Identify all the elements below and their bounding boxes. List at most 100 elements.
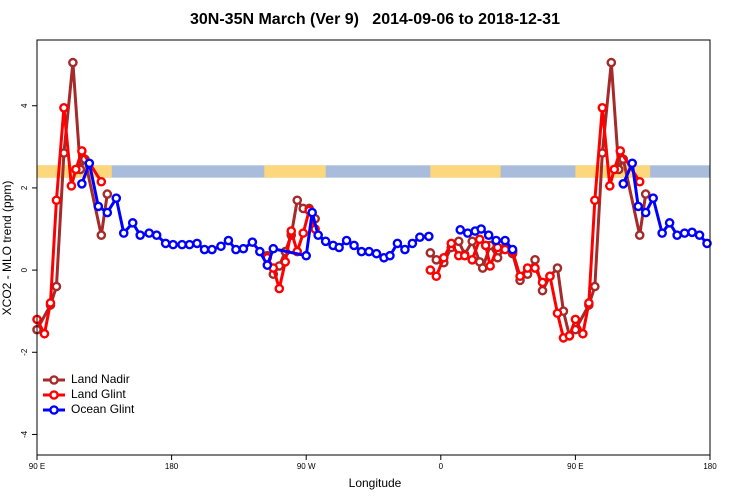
land-strip xyxy=(430,165,501,178)
series-point xyxy=(604,181,615,191)
series-point xyxy=(298,228,309,238)
x-tick-label: 90 E xyxy=(29,462,45,471)
series-point xyxy=(477,263,488,273)
series-point xyxy=(45,298,56,308)
series-point xyxy=(160,238,171,249)
series-point xyxy=(255,246,265,257)
series-point xyxy=(223,235,234,246)
series-point xyxy=(537,285,548,296)
series-point xyxy=(627,158,638,169)
series-point xyxy=(96,176,107,187)
series-point xyxy=(349,240,359,251)
series-point xyxy=(584,298,594,308)
series-point xyxy=(151,230,162,240)
series-point xyxy=(184,239,195,250)
series-point xyxy=(320,236,331,247)
series-point xyxy=(431,271,442,282)
series-point xyxy=(425,265,436,275)
series-point xyxy=(341,235,352,246)
y-tick-label: 4 xyxy=(20,103,29,108)
series-point xyxy=(634,176,645,187)
series-point xyxy=(552,308,563,319)
series-point xyxy=(483,230,494,240)
series-point xyxy=(467,255,478,265)
legend-label: Ocean Glint xyxy=(71,402,135,416)
series-point xyxy=(77,146,87,156)
series-point xyxy=(39,328,50,339)
series-point xyxy=(127,218,138,228)
series-point xyxy=(462,228,473,238)
series-point xyxy=(274,283,285,294)
x-tick-label: 90 W xyxy=(297,462,316,471)
series-point xyxy=(177,239,187,250)
y-tick-label: -2 xyxy=(20,348,29,356)
series-point xyxy=(438,252,449,263)
series-point xyxy=(216,241,226,252)
series-point xyxy=(507,244,518,255)
series-point xyxy=(590,281,600,292)
series-point xyxy=(609,164,620,175)
y-tick-label: 2 xyxy=(20,185,29,190)
legend-point xyxy=(49,390,59,400)
series-point xyxy=(500,235,510,246)
series-point xyxy=(168,239,178,250)
x-tick-label: 180 xyxy=(165,462,179,471)
x-tick-label: 0 xyxy=(439,462,444,471)
series-point xyxy=(474,234,485,245)
series-point xyxy=(606,57,617,68)
series-point xyxy=(446,238,457,249)
series-point xyxy=(640,207,651,218)
series-point xyxy=(280,257,291,267)
series-point xyxy=(96,230,107,240)
series-point xyxy=(292,195,303,206)
series-point xyxy=(77,179,87,189)
series-point xyxy=(102,207,113,218)
x-axis-label: Longitude xyxy=(349,476,402,490)
series-point xyxy=(238,243,249,254)
series-point xyxy=(618,179,629,189)
y-tick-label: -4 xyxy=(20,430,29,438)
series-point xyxy=(356,246,367,257)
legend-label: Land Nadir xyxy=(71,372,130,386)
series-point xyxy=(301,250,312,261)
series-point xyxy=(597,102,608,113)
series-point xyxy=(313,230,323,240)
series-point xyxy=(545,271,555,282)
series-point xyxy=(268,243,279,254)
series-point xyxy=(262,260,273,270)
series-point xyxy=(633,201,644,212)
series-point xyxy=(578,328,588,339)
series-point xyxy=(522,263,533,273)
series-point xyxy=(634,230,645,240)
series-point xyxy=(71,164,81,175)
series-point xyxy=(424,231,434,242)
series-point xyxy=(135,230,145,240)
series-point xyxy=(459,250,470,261)
series-point xyxy=(679,228,690,238)
legend-point xyxy=(49,375,59,385)
x-tick-label: 180 xyxy=(703,462,717,471)
series-point xyxy=(111,193,122,203)
series-point xyxy=(515,271,525,282)
series-point xyxy=(51,195,62,206)
series-point xyxy=(476,224,486,234)
land-strip xyxy=(264,165,326,178)
series-point xyxy=(590,195,600,206)
series-point xyxy=(648,193,658,203)
series-point xyxy=(530,263,540,273)
series-point xyxy=(491,235,501,246)
ocean-strip xyxy=(37,165,710,178)
series-point xyxy=(694,230,705,240)
series-point xyxy=(51,281,62,292)
series-point xyxy=(192,238,202,249)
series-point xyxy=(66,181,77,191)
series-point xyxy=(702,238,712,249)
x-tick-label: 90 E xyxy=(567,462,583,471)
series-point xyxy=(640,189,651,199)
series-point xyxy=(118,228,129,238)
series-point xyxy=(59,102,69,113)
legend-label: Land Glint xyxy=(71,387,126,401)
series-point xyxy=(615,146,626,156)
legend-point xyxy=(49,405,59,415)
series-point xyxy=(385,250,395,261)
